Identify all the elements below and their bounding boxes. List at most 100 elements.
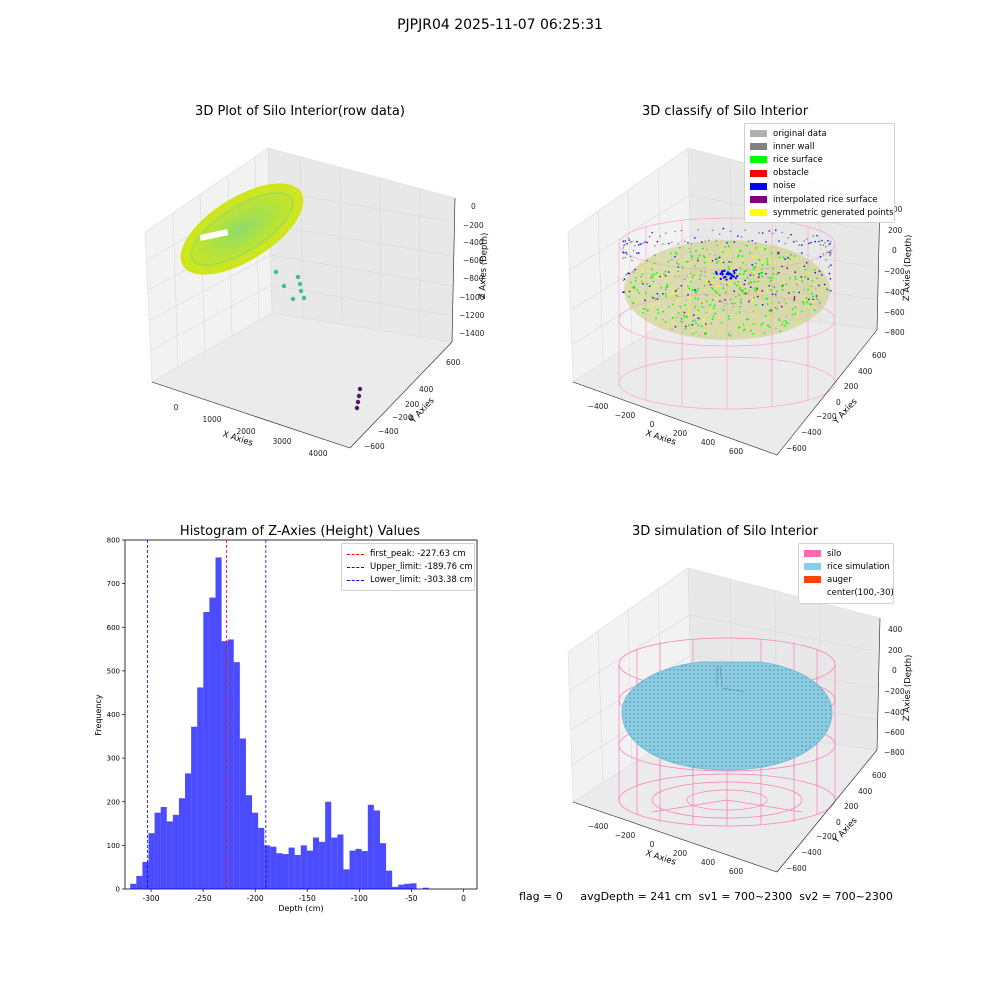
classify-wall-point: [795, 283, 798, 286]
classify-wall-point: [803, 240, 806, 242]
histogram-bar: [288, 847, 295, 889]
classify-wall-point: [644, 241, 646, 243]
classify-point: [724, 291, 727, 294]
classify-wall-point: [656, 240, 659, 243]
classify-point: [738, 311, 741, 314]
classify-wall-point: [629, 255, 632, 258]
classify-point: [634, 279, 637, 282]
classify-point: [807, 271, 810, 274]
raw-y-tick: 600: [446, 358, 461, 367]
classify-point: [739, 305, 742, 308]
classify-point: [785, 321, 787, 324]
classify-point: [744, 264, 747, 267]
classify-point: [653, 262, 656, 264]
histogram-bar: [160, 806, 167, 889]
legend-item: original data: [750, 127, 889, 140]
raw-surface-gap: [199, 229, 229, 241]
classify-point: [631, 302, 634, 305]
classify-y-tick: 0: [836, 398, 841, 407]
classify-wall-point: [697, 287, 700, 290]
legend-label: interpolated rice surface: [773, 194, 878, 205]
classify-point: [811, 280, 813, 282]
y-tick-label: 200: [107, 798, 120, 806]
legend-swatch: [804, 563, 821, 571]
classify-point: [683, 307, 686, 309]
classify-point: [758, 258, 761, 261]
classify-point: [699, 274, 702, 277]
classify-point: [818, 270, 821, 273]
classify-point: [664, 275, 667, 277]
classify-point: [675, 287, 678, 289]
classify-point: [701, 306, 704, 308]
histogram-bar: [136, 875, 143, 889]
classify-noise-point: [735, 268, 738, 272]
classify-wall-point: [708, 280, 710, 283]
classify-wall-point: [642, 283, 644, 285]
raw-3d-plot: 0 1000 2000 3000 4000 600 400 200 0 −200…: [144, 147, 490, 458]
classify-z-tick: −400: [884, 288, 905, 297]
classify-point: [721, 251, 724, 253]
legend-swatch: [750, 182, 767, 190]
classify-point: [745, 269, 747, 272]
classify-point: [759, 269, 761, 272]
sim-y-tick: 200: [844, 802, 859, 811]
figure-title: PJPJR04 2025-11-07 06:25:31: [397, 17, 603, 33]
classify-wall-point: [812, 298, 814, 301]
raw-z-tick: −800: [463, 274, 484, 283]
classify-wall-point: [787, 257, 789, 259]
legend-swatch: [804, 550, 821, 558]
classify-wall-point: [628, 272, 631, 275]
classify-wall-point: [814, 271, 816, 274]
classify-point: [765, 267, 768, 270]
classify-wall-point: [803, 265, 806, 268]
classify-wall-point: [701, 302, 703, 304]
classify-point: [647, 311, 650, 314]
legend-swatch: [750, 196, 767, 204]
legend-swatch: [750, 130, 767, 138]
classify-noise-point: [733, 271, 736, 275]
histogram-bar: [355, 848, 362, 889]
classify-y-tick: −600: [786, 444, 807, 453]
classify-point: [776, 307, 778, 310]
classify-point: [728, 317, 731, 320]
classify-wall-point: [830, 264, 832, 267]
classify-point: [779, 330, 782, 333]
classify-point: [703, 256, 706, 259]
classify-point: [708, 251, 710, 253]
classify-wall-point: [711, 229, 714, 232]
classify-point: [727, 265, 730, 268]
classify-wall-point: [733, 241, 736, 243]
classify-wall-point: [812, 235, 814, 237]
classify-wall-point: [826, 251, 828, 253]
classify-wall-point: [801, 244, 803, 246]
raw-y-tick: −600: [364, 442, 385, 451]
classify-wall-point: [818, 284, 820, 287]
classify-wall-point: [733, 290, 736, 293]
classify-point: [794, 275, 796, 278]
classify-z-tick: 0: [892, 246, 897, 255]
x-tick-label: -50: [405, 894, 417, 903]
classify-point: [752, 310, 754, 313]
legend-swatch: [804, 576, 821, 584]
classify-point: [710, 307, 713, 310]
classify-point: [707, 261, 710, 264]
classify-wall-point: [646, 241, 649, 244]
histogram-bar: [386, 870, 393, 889]
classify-point: [697, 309, 700, 312]
classify-point: [657, 312, 660, 314]
classify-plot-title: 3D classify of Silo Interior: [641, 104, 809, 119]
classify-point: [692, 314, 695, 316]
legend-label: Upper_limit: -189.76 cm: [370, 561, 473, 572]
classify-point: [694, 305, 697, 308]
classify-point: [805, 297, 808, 300]
classify-point: [698, 334, 700, 337]
classify-point: [744, 287, 747, 290]
legend-swatch: [750, 143, 767, 151]
classify-point: [735, 296, 737, 298]
classify-point: [786, 267, 789, 269]
sim-auger: [716, 665, 746, 693]
classify-point: [728, 267, 730, 270]
y-tick-label: 600: [107, 624, 120, 632]
classify-point: [746, 276, 749, 279]
raw-x-tick: 1000: [202, 415, 221, 424]
